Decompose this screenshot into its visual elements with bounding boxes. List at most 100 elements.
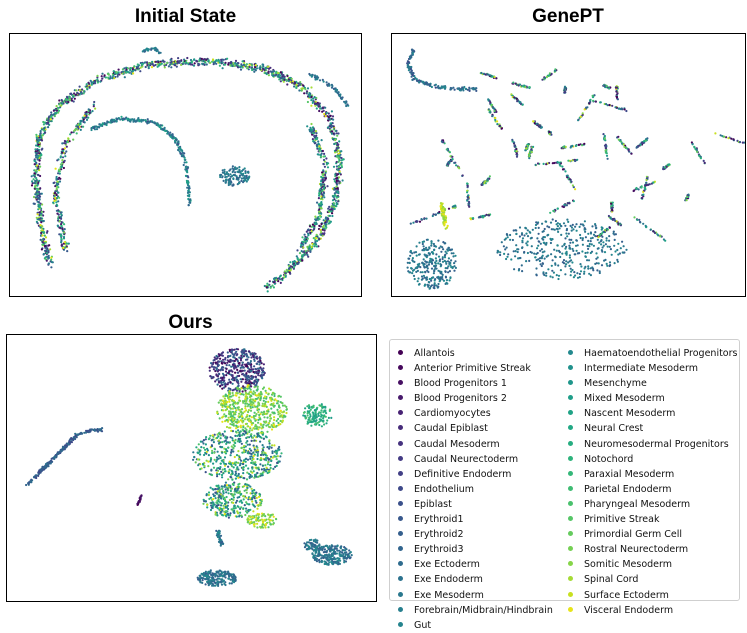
scatter-plot-ours (6, 334, 377, 602)
data-point (633, 216, 635, 218)
data-point (310, 105, 312, 107)
data-point (585, 256, 587, 258)
data-point (58, 233, 60, 235)
data-point (446, 267, 448, 269)
data-point (341, 164, 343, 166)
data-point (326, 112, 328, 114)
data-point (341, 162, 343, 164)
data-point (438, 278, 440, 280)
data-point (35, 180, 37, 182)
data-point (551, 265, 553, 267)
data-point (321, 171, 323, 173)
data-point (433, 287, 435, 289)
data-point (584, 252, 586, 254)
data-point (488, 214, 490, 216)
data-point (609, 261, 611, 263)
data-point (534, 256, 536, 258)
data-point (237, 348, 239, 350)
data-point (332, 119, 334, 121)
data-point (458, 167, 460, 169)
data-point (589, 99, 591, 101)
data-point (336, 197, 338, 199)
data-point (446, 279, 448, 281)
data-point (595, 227, 597, 229)
data-point (521, 264, 523, 266)
data-point (222, 366, 224, 368)
data-point (513, 268, 515, 270)
data-point (224, 362, 226, 364)
data-point (183, 152, 185, 154)
data-point (242, 390, 244, 392)
data-point (623, 143, 625, 145)
data-point (501, 241, 503, 243)
data-point (91, 428, 93, 430)
data-point (549, 133, 551, 135)
data-point (33, 172, 35, 174)
data-point (466, 200, 468, 202)
data-point (150, 49, 152, 51)
data-point (693, 146, 695, 148)
data-point (489, 100, 491, 102)
data-point (268, 70, 270, 72)
data-point (155, 61, 157, 63)
data-point (489, 111, 491, 113)
data-point (449, 279, 451, 281)
data-point (582, 237, 584, 239)
data-point (331, 110, 333, 112)
data-point (266, 286, 268, 288)
data-point (73, 100, 75, 102)
data-point (521, 85, 523, 87)
data-point (434, 282, 436, 284)
data-point (541, 238, 543, 240)
data-point (117, 75, 119, 77)
data-point (570, 259, 572, 261)
data-point (430, 245, 432, 247)
data-point (549, 212, 551, 214)
data-point (601, 226, 603, 228)
data-point (302, 254, 304, 256)
data-point (452, 206, 454, 208)
data-point (454, 260, 456, 262)
data-point (44, 132, 46, 134)
data-point (550, 242, 552, 244)
data-point (513, 250, 515, 252)
data-point (244, 370, 246, 372)
data-point (48, 115, 50, 117)
data-point (321, 193, 323, 195)
data-point (47, 126, 49, 128)
data-point (454, 207, 456, 209)
data-point (38, 159, 40, 161)
data-point (527, 235, 529, 237)
data-point (645, 140, 647, 142)
data-point (617, 98, 619, 100)
data-point (228, 364, 230, 366)
data-point (320, 154, 322, 156)
data-point (37, 174, 39, 176)
data-point (560, 234, 562, 236)
data-point (225, 374, 227, 376)
data-point (179, 147, 181, 149)
data-point (191, 60, 193, 62)
data-point (199, 59, 201, 61)
data-point (48, 263, 50, 265)
data-point (638, 188, 640, 190)
data-point (68, 97, 70, 99)
data-point (565, 252, 567, 254)
data-point (323, 159, 325, 161)
data-point (499, 254, 501, 256)
data-point (448, 257, 450, 259)
data-point (215, 60, 217, 62)
data-point (338, 140, 340, 142)
data-point (628, 149, 630, 151)
data-point (301, 250, 303, 252)
data-point (36, 171, 38, 173)
data-point (34, 176, 36, 178)
data-point (730, 138, 732, 140)
data-point (66, 250, 68, 252)
data-point (535, 224, 537, 226)
data-point (63, 236, 65, 238)
data-point (447, 260, 449, 262)
data-point (238, 182, 240, 184)
data-point (491, 104, 493, 106)
data-point (228, 360, 230, 362)
